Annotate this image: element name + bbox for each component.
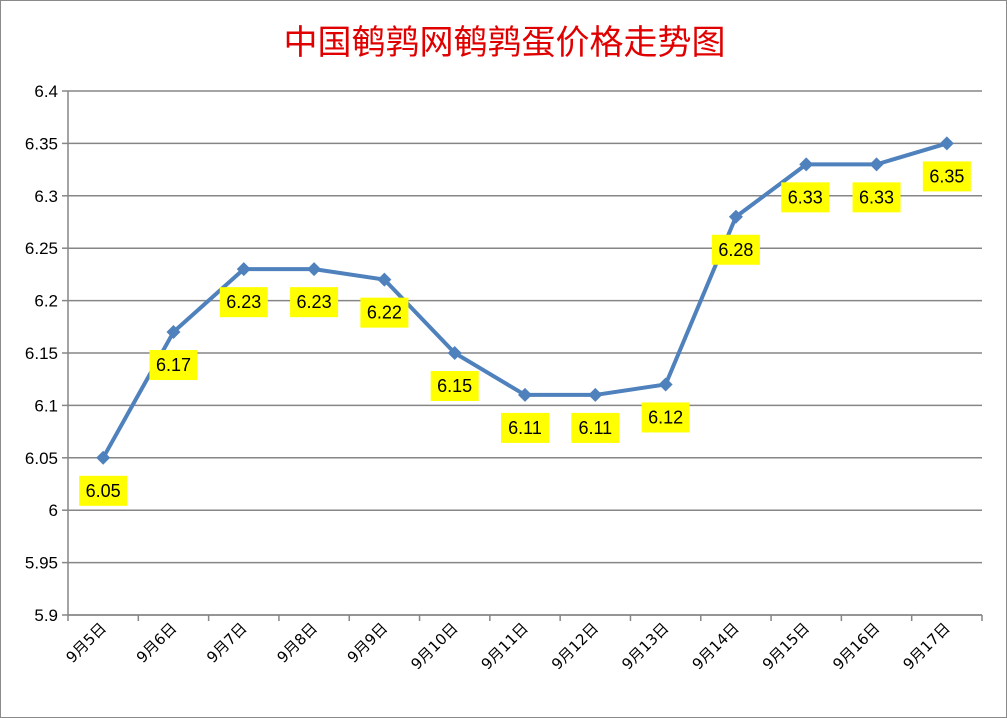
x-tick-label: 9月9日 xyxy=(344,619,391,666)
data-point xyxy=(939,136,954,151)
y-tick-label: 5.95 xyxy=(25,554,58,573)
x-tick-label: 9月6日 xyxy=(133,619,180,666)
data-label: 6.17 xyxy=(156,355,191,375)
y-tick-labels: 6.4 6.35 6.3 6.25 6.2 6.15 6.1 6.05 6 5.95 5.9 xyxy=(25,82,58,625)
data-point xyxy=(236,262,251,277)
data-label-box xyxy=(79,475,128,506)
y-tick-label: 6.3 xyxy=(34,187,58,206)
x-tick-label: 9月5日 xyxy=(63,619,110,666)
data-point xyxy=(728,209,743,224)
y-tick-label: 6 xyxy=(49,501,58,520)
data-label-box xyxy=(219,287,268,318)
data-label: 6.33 xyxy=(859,187,894,207)
y-tick-label: 6.2 xyxy=(34,292,58,311)
data-point xyxy=(96,450,111,465)
y-tick-label: 6.1 xyxy=(34,396,58,415)
data-labels: 6.05 6.17 6.23 6.23 6.22 6.15 6.11 6.11 6.12 6.28… xyxy=(79,161,971,506)
x-tick-label: 9月11日 xyxy=(478,619,532,673)
x-tick-labels: 9月5日 9月6日 9月7日 9月8日 9月9日 9月10日 9月11日 9月12日 9月13日… xyxy=(63,619,954,673)
data-point xyxy=(377,272,392,287)
data-label-box xyxy=(290,287,339,318)
data-label-box xyxy=(711,234,760,265)
data-label: 6.23 xyxy=(226,292,261,312)
x-tick-label: 9月12日 xyxy=(548,619,602,673)
data-label-box xyxy=(501,412,549,443)
data-label: 6.23 xyxy=(297,292,332,312)
x-tick-label: 9月17日 xyxy=(899,619,953,673)
data-label: 6.35 xyxy=(929,166,964,186)
data-label-box xyxy=(852,182,901,213)
x-tick-label: 9月7日 xyxy=(203,619,250,666)
x-tick-label: 9月10日 xyxy=(407,619,461,673)
y-tick-label: 6.35 xyxy=(25,134,58,153)
data-label: 6.11 xyxy=(508,418,542,438)
data-label-box xyxy=(360,297,409,328)
data-point xyxy=(447,346,462,360)
data-point xyxy=(518,387,532,402)
data-point xyxy=(588,387,603,402)
grid-lines xyxy=(68,90,982,616)
y-tick-label: 5.9 xyxy=(34,606,58,625)
data-point xyxy=(166,325,181,340)
x-tick-label: 9月14日 xyxy=(689,619,743,673)
x-tick-label: 9月13日 xyxy=(618,619,672,673)
data-point xyxy=(869,157,884,172)
y-tick-label: 6.05 xyxy=(25,449,58,468)
x-tick-label: 9月8日 xyxy=(273,619,320,666)
data-markers xyxy=(96,136,954,465)
y-tick-label: 6.15 xyxy=(25,344,58,363)
data-label: 6.33 xyxy=(788,187,823,207)
data-label: 6.15 xyxy=(437,376,472,396)
data-label: 6.05 xyxy=(86,481,121,501)
data-label: 6.22 xyxy=(367,303,402,323)
axes xyxy=(62,90,983,621)
y-tick-label: 6.4 xyxy=(34,82,58,101)
data-label-box xyxy=(641,402,690,433)
data-label-box xyxy=(922,161,971,192)
x-tick-label: 9月16日 xyxy=(829,619,883,673)
data-label-box xyxy=(149,350,198,381)
data-label: 6.11 xyxy=(578,418,612,438)
data-label: 6.12 xyxy=(648,407,683,427)
x-tick-label: 9月15日 xyxy=(759,619,813,673)
data-label-box xyxy=(571,412,620,443)
y-tick-label: 6.25 xyxy=(25,239,58,258)
chart-title: 中国鹌鹑网鹌鹑蛋价格走势图 xyxy=(283,23,726,63)
data-point xyxy=(307,262,322,277)
data-point xyxy=(658,377,673,392)
data-label-box xyxy=(430,371,479,401)
data-label: 6.28 xyxy=(718,240,753,260)
data-label-box xyxy=(781,182,830,213)
data-point xyxy=(799,157,814,172)
